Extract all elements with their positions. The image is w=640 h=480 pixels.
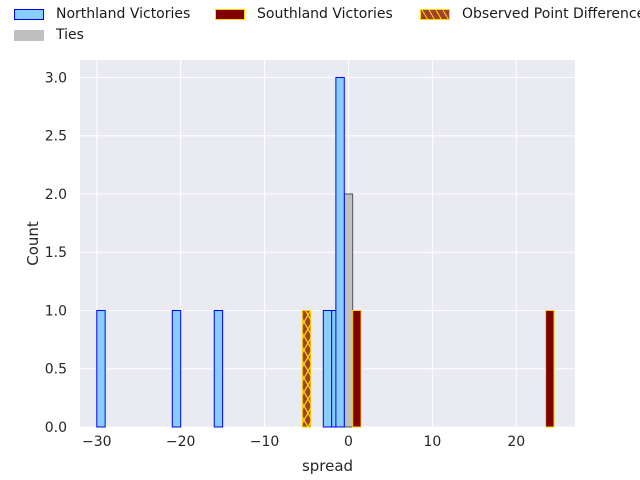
x-tick-label: −20 <box>166 434 196 450</box>
y-axis-ticks: 0.0 0.5 1.0 1.5 2.0 2.5 3.0 <box>45 70 67 436</box>
x-tick-label: 0 <box>344 434 353 450</box>
bar-southland-victories <box>352 309 362 428</box>
bar-southland-victories <box>545 309 555 428</box>
y-tick-label: 1.5 <box>45 245 67 261</box>
x-axis-ticks: −30 −20 −10 0 10 20 <box>82 434 525 450</box>
bar-northland-victories <box>96 309 106 428</box>
y-tick-label: 2.0 <box>45 187 67 203</box>
legend: Northland Victories Southland Victories … <box>0 0 640 50</box>
y-axis-label: Count <box>24 221 42 266</box>
legend-item-ties: Ties <box>14 27 84 43</box>
y-tick-label: 1.0 <box>45 303 67 319</box>
x-tick-label: −30 <box>82 434 112 450</box>
legend-item-northland: Northland Victories <box>14 6 190 22</box>
bar-northland-victories <box>322 309 333 428</box>
bar-hatch-observed-point-difference <box>302 310 311 427</box>
histogram-bars <box>96 76 555 428</box>
legend-item-observed: Observed Point Difference <box>420 6 640 22</box>
bar-northland-victories <box>213 309 224 428</box>
y-tick-label: 0.0 <box>45 420 67 436</box>
legend-swatch-southland <box>215 8 245 20</box>
legend-label-northland: Northland Victories <box>56 6 191 22</box>
grid-lines <box>80 60 575 428</box>
y-tick-label: 3.0 <box>45 70 67 86</box>
legend-item-southland: Southland Victories <box>215 6 393 22</box>
x-tick-label: 20 <box>507 434 525 450</box>
legend-label-ties: Ties <box>56 27 84 43</box>
bar-ties <box>343 193 354 428</box>
legend-label-southland: Southland Victories <box>257 6 393 22</box>
y-tick-label: 0.5 <box>45 362 67 378</box>
legend-swatch-ties <box>14 29 44 41</box>
legend-swatch-northland <box>14 8 44 20</box>
x-axis-label: spread <box>302 457 353 475</box>
bar-northland-victories <box>335 76 345 428</box>
x-tick-label: 10 <box>423 434 441 450</box>
legend-label-observed: Observed Point Difference <box>462 6 640 22</box>
x-tick-label: −10 <box>250 434 280 450</box>
bar-northland-victories <box>171 309 182 428</box>
y-tick-label: 2.5 <box>45 129 67 145</box>
legend-swatch-observed <box>420 8 450 20</box>
